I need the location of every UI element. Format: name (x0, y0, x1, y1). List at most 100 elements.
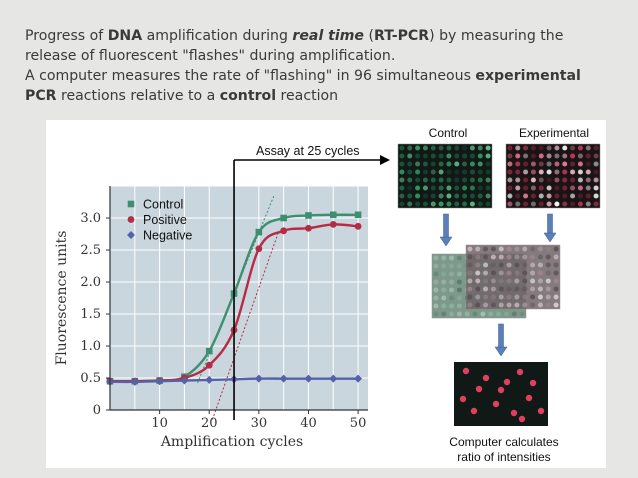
experimental-plate-well (570, 153, 576, 159)
overlay-plate-front-well (514, 302, 520, 308)
overlay-plate-front-well (530, 246, 536, 252)
overlay-plate-front-well (553, 254, 559, 260)
experimental-plate-well (593, 193, 599, 199)
overlay-plate-front-well (506, 254, 512, 260)
experimental-plate-well (593, 169, 599, 175)
overlay-plate-front-well (530, 286, 536, 292)
experimental-plate-well (538, 169, 544, 175)
control-plate-well (446, 169, 452, 175)
overlay-plate-front-well (498, 302, 504, 308)
experimental-plate-well (570, 169, 576, 175)
experimental-plate-well (530, 193, 536, 199)
result-plate-well (492, 400, 500, 408)
experimental-plate-well (577, 153, 583, 159)
control-plate-well (422, 169, 428, 175)
data-point-positive (280, 227, 288, 235)
control-plate-well (485, 177, 491, 183)
overlay-plate-front-well (545, 294, 551, 300)
control-plate-well (454, 193, 460, 199)
experimental-plate-well (577, 185, 583, 191)
assay-marker: Assay at 25 cycles (233, 144, 390, 420)
control-plate-well (454, 161, 460, 167)
result-plate-well (503, 378, 511, 386)
experimental-plate-well (538, 145, 544, 151)
overlay-plate-front-well (545, 278, 551, 284)
experimental-plate-well (562, 169, 568, 175)
experimental-plate-well (562, 153, 568, 159)
control-plate-well (415, 153, 421, 159)
experimental-plate-well (562, 201, 568, 207)
overlay-plate-front-well (545, 262, 551, 268)
overlay-plate-front-well (483, 246, 489, 252)
control-plate-well (430, 177, 436, 183)
data-point-positive (255, 245, 263, 253)
control-plate-well (438, 153, 444, 159)
overlay-plate-front-well (530, 262, 536, 268)
overlay-plate-front-well (483, 278, 489, 284)
overlay-plate-front-well (553, 278, 559, 284)
experimental-plate-well (593, 153, 599, 159)
overlay-plate-back-well (456, 279, 462, 285)
overlay-plate-front-well (530, 278, 536, 284)
overlay-plate-front-well (514, 262, 520, 268)
experimental-plate-well (546, 161, 552, 167)
experimental-plate-well (538, 153, 544, 159)
overlay-plate-front-well (467, 294, 473, 300)
overlay-plate-back-well (433, 271, 439, 277)
caption-segment: reactions relative to a (56, 88, 220, 104)
experimental-plate-well (546, 169, 552, 175)
overlay-plate-front-well (553, 246, 559, 252)
experimental-plate-well (577, 145, 583, 151)
experimental-plate-well (507, 161, 513, 167)
y-tick-label: 2.5 (80, 243, 101, 258)
control-plate-well (462, 161, 468, 167)
control-plate-well (415, 201, 421, 207)
data-point-negative (254, 374, 263, 383)
figure-panel: 10 20 30 40 50 0 0.5 1.0 1.5 2.0 2.5 3.0 Control Pos… (46, 120, 606, 468)
control-plate-well (422, 153, 428, 159)
experimental-plate-well (593, 185, 599, 191)
experimental-plate-well (546, 193, 552, 199)
overlay-plate-back-well (449, 287, 455, 293)
experimental-plate-well (538, 185, 544, 191)
control-plate-well (415, 185, 421, 191)
overlay-plate-back-well (433, 255, 439, 261)
experimental-plate-well (523, 169, 529, 175)
control-plate-well (469, 169, 475, 175)
caption-segment: ) by measuring the (429, 28, 564, 44)
caption-segment: RT-PCR (373, 28, 430, 44)
result-plate-well (537, 407, 545, 415)
result-plate-well (459, 395, 467, 403)
experimental-plate-well (507, 177, 513, 183)
overlay-plate-front-well (506, 278, 512, 284)
control-plate-well (430, 185, 436, 191)
overlay-plate-front-well (530, 270, 536, 276)
legend-marker-positive (127, 216, 135, 223)
overlay-plate-front-well (522, 270, 528, 276)
overlay-plate-front-well (514, 254, 520, 260)
control-plate-well (477, 201, 483, 207)
experimental-plate-well (538, 161, 544, 167)
caption-segment: Progress of (25, 28, 108, 44)
overlay-plate-back-well (519, 311, 525, 317)
experimental-plate-well (570, 201, 576, 207)
overlay-plate-front-well (553, 286, 559, 292)
overlay-plate-front-well (537, 286, 543, 292)
overlay-plate-back-well (456, 255, 462, 261)
experimental-plate-well (554, 201, 560, 207)
experimental-plate-well (507, 201, 513, 207)
experimental-plate-well (507, 169, 513, 175)
experimental-plate-well (577, 193, 583, 199)
overlay-plate-front-well (522, 246, 528, 252)
experimental-plate-well (585, 185, 591, 191)
experimental-plate-well (515, 201, 521, 207)
overlay-plate-front-well (506, 270, 512, 276)
overlay-plate-front-well (467, 254, 473, 260)
control-plate-well (477, 193, 483, 199)
control-plate-well (469, 185, 475, 191)
control-plate-well (422, 145, 428, 151)
experimental-plate-well (507, 153, 513, 159)
control-plate-well (462, 201, 468, 207)
amplification-chart: 10 20 30 40 50 0 0.5 1.0 1.5 2.0 2.5 3.0 ControlPos… (54, 185, 368, 450)
